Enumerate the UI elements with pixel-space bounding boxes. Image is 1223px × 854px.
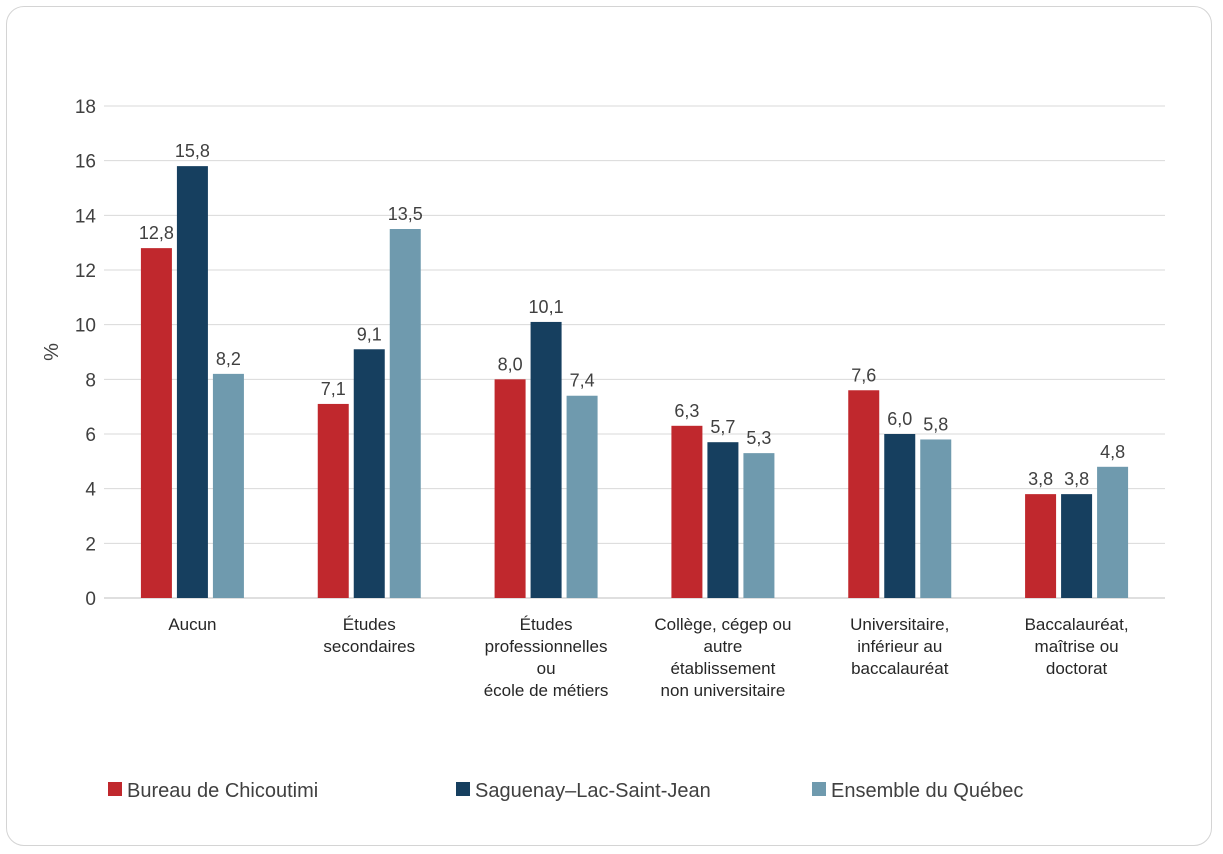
bar (140, 248, 172, 598)
data-label: 7,1 (321, 379, 346, 399)
x-tick-label: établissement (670, 659, 775, 678)
legend-label: Bureau de Chicoutimi (127, 780, 318, 802)
x-tick-label: Aucun (168, 615, 216, 634)
data-label: 5,8 (923, 414, 948, 434)
x-tick-label: Collège, cégep ou (654, 615, 791, 634)
data-label: 7,6 (851, 365, 876, 385)
bar (176, 166, 208, 598)
y-tick-label: 4 (85, 480, 96, 501)
bar (1025, 494, 1057, 598)
data-labels: 12,8 15,8 8,2 7,1 9,1 13,5 8,0 10,1 7,4 6,3 5,7 5,3… (139, 141, 1125, 489)
x-tick-label: Études (343, 615, 396, 634)
data-label: 7,4 (570, 371, 595, 391)
bar (530, 321, 562, 598)
bar (1061, 494, 1093, 598)
legend-swatch (456, 782, 470, 796)
bar (884, 434, 916, 598)
data-label: 10,1 (529, 297, 564, 317)
y-axis-tick-labels: 0 2 4 6 8 10 12 14 16 18 (75, 97, 97, 610)
x-tick-label: Universitaire, (850, 615, 949, 634)
bars (140, 166, 1129, 598)
data-label: 6,3 (674, 401, 699, 421)
x-tick-label: non universitaire (661, 681, 786, 700)
legend-swatch (108, 782, 122, 796)
y-tick-label: 12 (75, 261, 96, 282)
bar (707, 442, 739, 598)
x-axis-category-labels: Aucun Études secondaires Études professionne… (168, 615, 1128, 700)
x-tick-label: baccalauréat (851, 659, 949, 678)
data-label: 5,3 (746, 428, 771, 448)
bar (389, 229, 421, 598)
x-tick-label: école de métiers (484, 681, 609, 700)
gridlines (104, 105, 1165, 599)
y-tick-label: 2 (85, 534, 96, 555)
x-tick-label: Baccalauréat, (1025, 615, 1129, 634)
data-label: 6,0 (887, 409, 912, 429)
bar (494, 379, 526, 598)
y-tick-label: 16 (75, 152, 96, 173)
bar (566, 395, 598, 598)
data-label: 8,0 (498, 354, 523, 374)
x-tick-label: inférieur au (857, 637, 942, 656)
data-label: 8,2 (216, 349, 241, 369)
y-tick-label: 18 (75, 97, 96, 118)
y-tick-label: 0 (85, 589, 96, 610)
x-tick-label: autre (704, 637, 743, 656)
legend-label: Ensemble du Québec (831, 780, 1023, 802)
legend: Bureau de Chicoutimi Saguenay–Lac-Saint-J… (108, 780, 1023, 802)
x-tick-label: professionnelles (485, 637, 608, 656)
y-tick-label: 14 (75, 206, 97, 227)
data-label: 3,8 (1064, 469, 1089, 489)
y-tick-label: 10 (75, 316, 96, 337)
y-axis-label: % (41, 343, 63, 361)
data-label: 15,8 (175, 141, 210, 161)
data-label: 5,7 (710, 417, 735, 437)
x-tick-label: secondaires (323, 637, 415, 656)
bar (671, 425, 703, 598)
legend-swatch (812, 782, 826, 796)
y-tick-label: 8 (85, 370, 96, 391)
bar (1097, 466, 1129, 598)
data-label: 9,1 (357, 324, 382, 344)
x-tick-label: ou (537, 659, 556, 678)
bar (353, 349, 385, 598)
bar (212, 373, 244, 598)
bar (920, 439, 952, 598)
bar (848, 390, 880, 598)
bar (317, 403, 349, 598)
x-tick-label: Études (520, 615, 573, 634)
data-label: 4,8 (1100, 442, 1125, 462)
x-tick-label: doctorat (1046, 659, 1108, 678)
bar (743, 453, 775, 598)
legend-label: Saguenay–Lac-Saint-Jean (475, 780, 711, 802)
x-tick-label: maîtrise ou (1035, 637, 1119, 656)
data-label: 3,8 (1028, 469, 1053, 489)
y-tick-label: 6 (85, 425, 96, 446)
data-label: 13,5 (388, 204, 423, 224)
data-label: 12,8 (139, 223, 174, 243)
